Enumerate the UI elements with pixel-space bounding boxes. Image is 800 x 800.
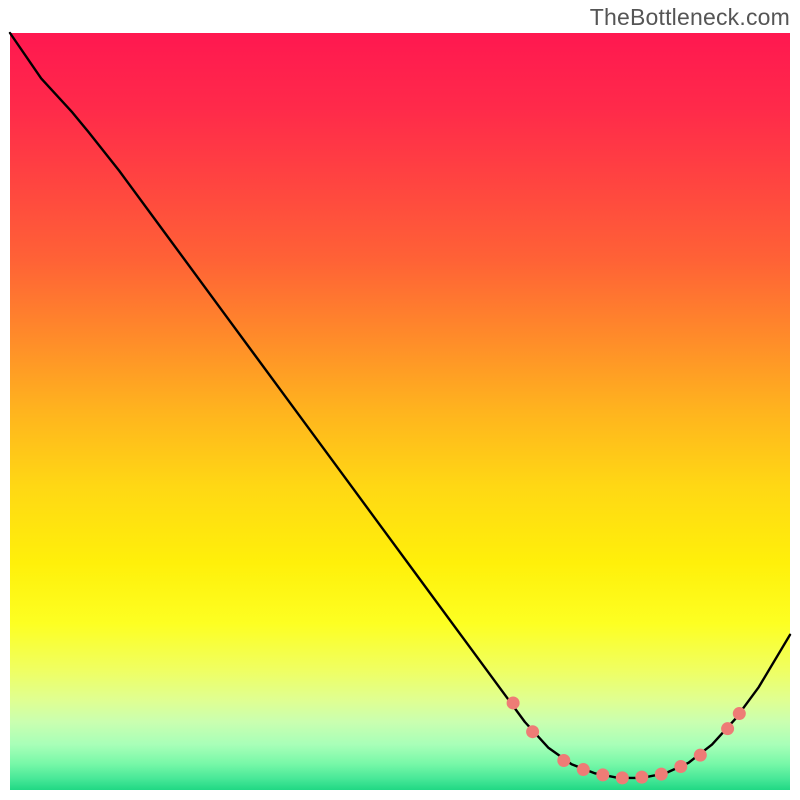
data-marker — [721, 722, 734, 735]
data-marker — [526, 725, 539, 738]
data-marker — [596, 768, 609, 781]
watermark-text: TheBottleneck.com — [590, 4, 790, 31]
chart-svg — [0, 0, 800, 800]
chart-container: TheBottleneck.com — [0, 0, 800, 800]
data-marker — [507, 696, 520, 709]
data-marker — [557, 754, 570, 767]
data-marker — [733, 707, 746, 720]
data-marker — [616, 771, 629, 784]
data-marker — [635, 771, 648, 784]
data-marker — [694, 749, 707, 762]
gradient-background — [10, 33, 790, 790]
data-marker — [674, 760, 687, 773]
data-marker — [577, 763, 590, 776]
data-marker — [655, 768, 668, 781]
